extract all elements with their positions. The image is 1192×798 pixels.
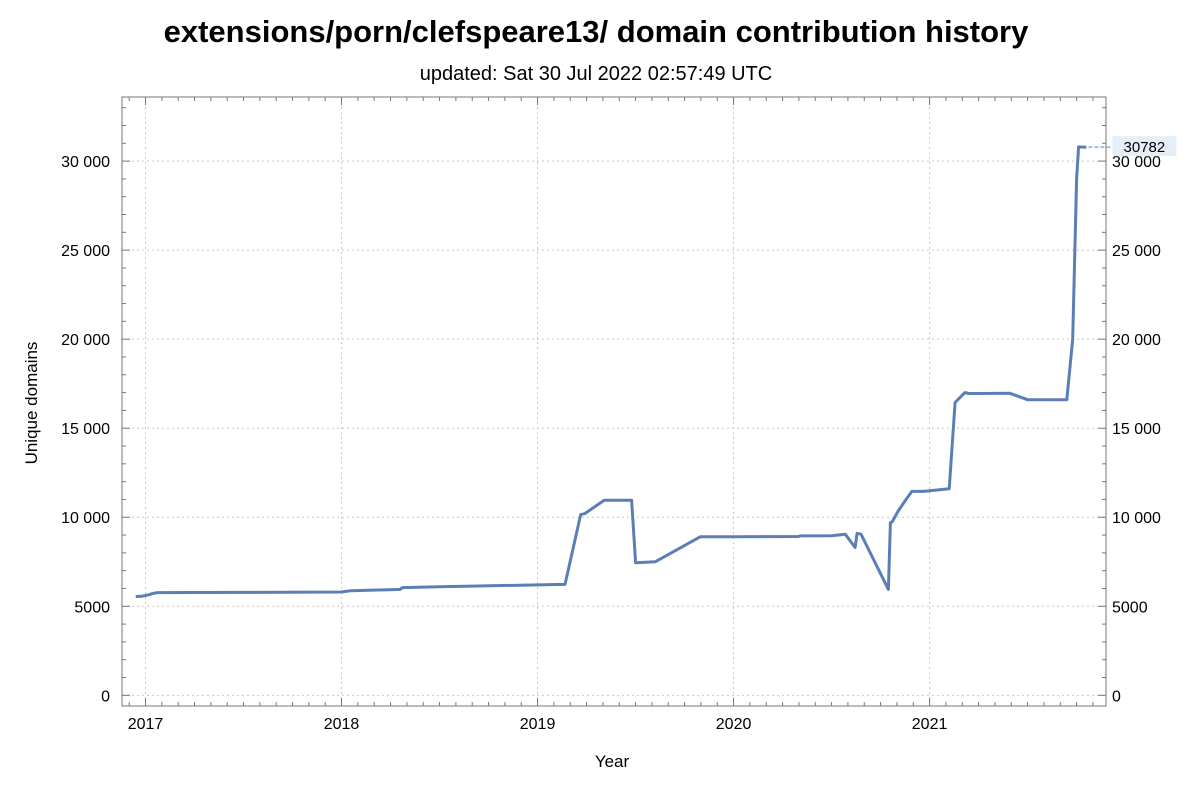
y-tick-label-right: 30 000	[1112, 154, 1161, 171]
x-tick-label: 2020	[716, 716, 752, 733]
last-value-callout: 30782	[1088, 136, 1177, 157]
series-line	[135, 145, 1087, 598]
y-tick-label-left: 15 000	[61, 421, 110, 438]
x-tick-label: 2019	[520, 716, 556, 733]
y-tick-label-right: 15 000	[1112, 421, 1161, 438]
y-tick-label-left: 0	[101, 688, 110, 705]
callout-box	[1112, 136, 1177, 157]
chart-subtitle: updated: Sat 30 Jul 2022 02:57:49 UTC	[419, 63, 773, 85]
y-tick-label-left: 25 000	[61, 243, 110, 260]
y-tick-label-left: 20 000	[61, 332, 110, 349]
grid	[122, 97, 1106, 706]
y-tick-label-left: 10 000	[61, 510, 110, 527]
y-tick-label-right: 10 000	[1112, 510, 1161, 527]
callout-value: 30782	[1124, 139, 1166, 156]
chart-title: extensions/porn/clefspeare13/ domain con…	[163, 14, 1029, 49]
y-tick-label-right: 25 000	[1112, 243, 1161, 260]
y-axis-label: Unique domains	[22, 342, 41, 465]
x-tick-label: 2018	[324, 716, 360, 733]
x-axis-label: Year	[595, 752, 630, 771]
y-tick-label-right: 0	[1112, 688, 1121, 705]
y-tick-label-right: 5000	[1112, 599, 1148, 616]
axis-ticks: 2017 2018 2019 2020 2021 0 0 5000 5000 10 000 10 0…	[61, 97, 1161, 733]
y-tick-label-left: 30 000	[61, 154, 110, 171]
y-tick-label-left: 5000	[74, 599, 110, 616]
plot-frame	[121, 96, 1107, 707]
y-tick-label-right: 20 000	[1112, 332, 1161, 349]
x-tick-label: 2017	[128, 716, 164, 733]
series-group	[135, 145, 1087, 598]
x-tick-label: 2021	[912, 716, 948, 733]
plot-border	[121, 96, 1107, 707]
